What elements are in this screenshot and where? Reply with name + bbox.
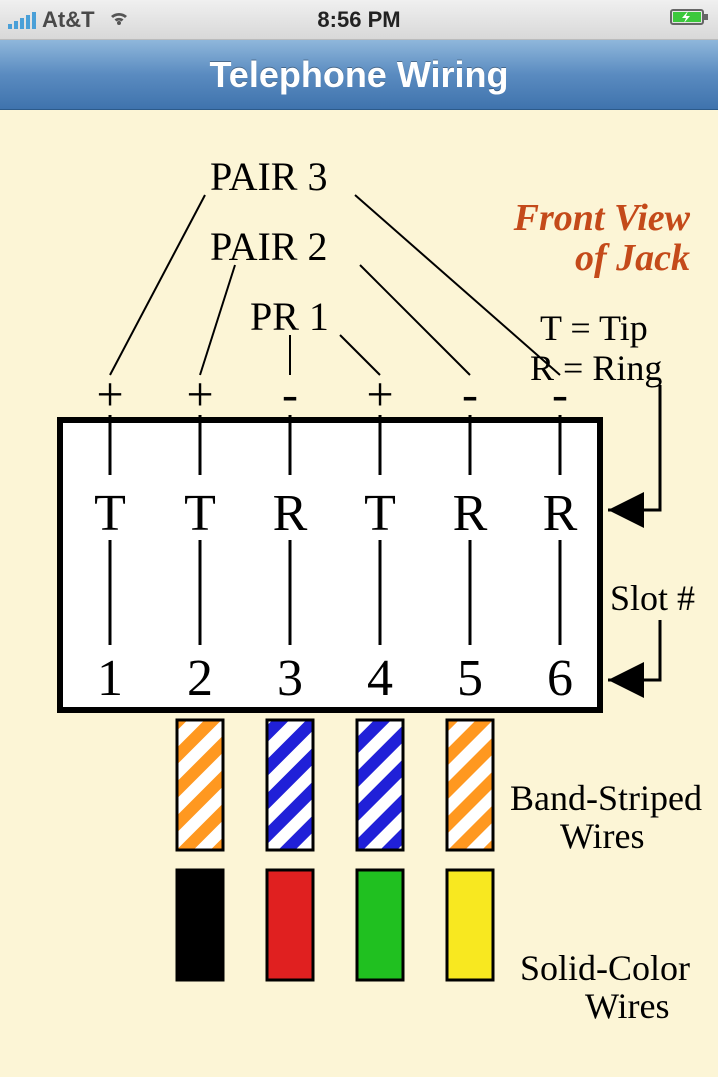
svg-text:R: R [543,485,578,542]
status-bar: At&T 8:56 PM [0,0,718,40]
legend-ring: R = Ring [530,348,662,388]
svg-text:1: 1 [97,650,123,707]
jack-outline [60,420,600,710]
svg-text:+: + [186,368,213,421]
striped-wires [177,720,493,850]
svg-text:6: 6 [547,650,573,707]
svg-text:5: 5 [457,650,483,707]
svg-text:+: + [366,368,393,421]
svg-text:R: R [273,485,308,542]
svg-text:4: 4 [367,650,393,707]
title-bar: Telephone Wiring [0,40,718,110]
legend-arrow [608,385,660,510]
band-striped-l2: Wires [560,816,645,856]
wiring-diagram: PAIR 3 PAIR 2 PR 1 Front View of Jack + … [0,110,718,1077]
slot-num-label: Slot # [610,578,695,618]
pair2-label: PAIR 2 [210,224,327,269]
front-view-label-l2: of Jack [575,237,690,279]
solid-wires [177,870,493,980]
battery-charging-icon [670,7,710,32]
svg-text:T: T [184,485,216,542]
svg-text:3: 3 [277,650,303,707]
carrier-label: At&T [42,7,95,33]
svg-text:2: 2 [187,650,213,707]
front-view-label-l1: Front View [513,197,691,239]
band-striped-l1: Band-Striped [510,778,702,818]
solid-l2: Wires [585,986,670,1026]
clock-label: 8:56 PM [317,7,400,33]
polarity-row: + + - + - - [96,368,568,421]
pair-lines [110,195,560,375]
pair3-label: PAIR 3 [210,154,327,199]
page-title: Telephone Wiring [209,54,508,96]
signal-bars-icon [8,11,36,29]
pr1-label: PR 1 [250,294,329,339]
wifi-icon [107,7,131,33]
svg-text:T: T [364,485,396,542]
svg-text:+: + [96,368,123,421]
svg-text:R: R [453,485,488,542]
svg-text:-: - [282,368,298,421]
legend-tip: T = Tip [540,308,648,348]
solid-l1: Solid-Color [520,948,690,988]
svg-text:-: - [462,368,478,421]
svg-text:T: T [94,485,126,542]
slot-arrow [608,620,660,680]
